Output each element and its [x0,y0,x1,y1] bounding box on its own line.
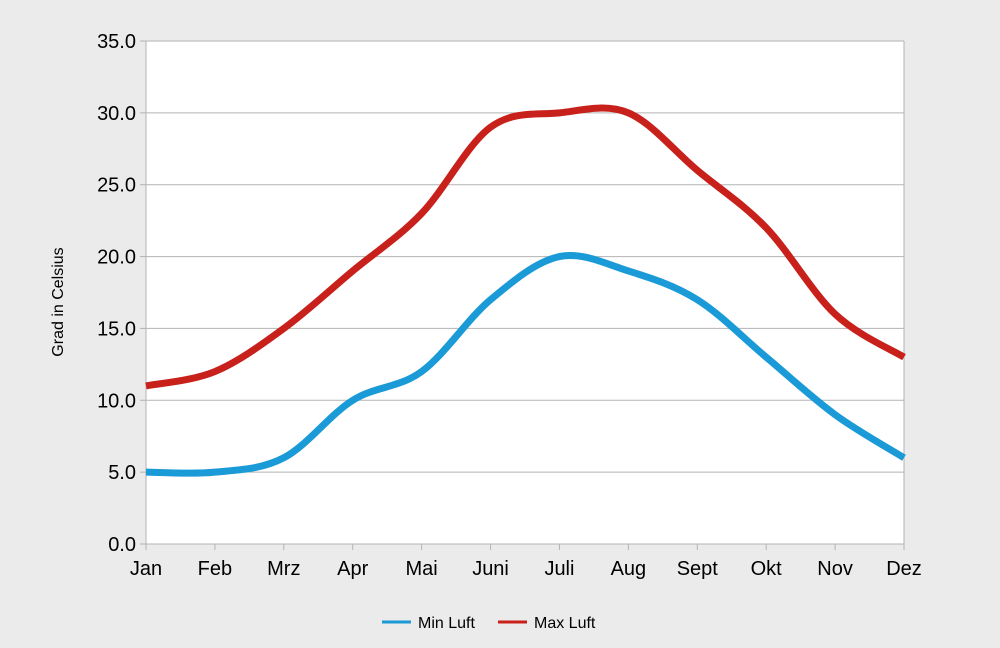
x-tick-label: Aug [611,558,647,580]
y-tick-label: 10.0 [97,390,136,412]
x-tick-label: Apr [337,558,368,580]
x-tick-label: Dez [886,558,922,580]
x-tick-labels: Jan Feb Mrz Apr Mai Juni Juli Aug Sept Okt Nov Dez [130,558,922,580]
x-tick-label: Mai [406,558,438,580]
x-tick-label: Juni [472,558,509,580]
y-tick-label: 20.0 [97,247,136,269]
y-tick-label: 35.0 [97,31,136,53]
x-tick-label: Okt [751,558,783,580]
y-tick-label: 15.0 [97,318,136,340]
y-tick-label: 25.0 [97,175,136,197]
series-line-min-luft [145,252,906,477]
series-lines [145,104,906,477]
x-tick-label: Juli [544,558,574,580]
y-tick-label: 0.0 [108,534,136,556]
x-tick-label: Jan [130,558,162,580]
series-line-max-luft [145,104,906,390]
y-tick-labels: 0.0 5.0 10.0 15.0 20.0 25.0 30.0 35.0 [97,31,136,556]
legend-label: Min Luft [418,615,475,632]
x-tick-label: Nov [817,558,853,580]
legend-label: Max Luft [534,615,596,632]
y-tick-label: 5.0 [108,462,136,484]
x-tick-label: Mrz [267,558,300,580]
x-tick-label: Sept [677,558,719,580]
legend: Min Luft Max Luft [382,615,596,632]
axes [140,40,905,550]
y-axis-title: Grad in Celsius [50,247,67,356]
x-tick-label: Feb [198,558,232,580]
y-tick-label: 30.0 [97,103,136,125]
